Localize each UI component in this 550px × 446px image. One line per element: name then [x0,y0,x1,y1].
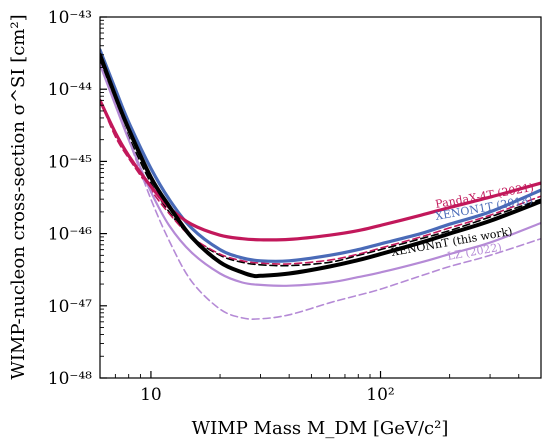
y-tick-label: 10⁻⁴⁷ [48,297,92,317]
y-tick-label: 10⁻⁴⁵ [48,152,92,172]
y-tick-label: 10⁻⁴⁸ [48,369,92,389]
series-label-layer: PandaX-4T (2021)XENON1T (2018)XENONnT (t… [390,181,534,263]
xenonnt-this-work-curve [100,52,541,279]
y-axis-label: WIMP-nucleon cross-section σ^SI [cm²] [8,14,29,379]
x-tick-label: 10² [366,385,394,405]
y-tick-label: 10⁻⁴⁴ [48,80,92,100]
x-tick-label: 10 [140,385,162,405]
xenon1t-2018-curve [100,48,541,263]
pandax-4t-2021-curve [100,98,541,242]
y-tick-label: 10⁻⁴³ [48,8,92,28]
tick-layer: 10⁻⁴⁸ 10⁻⁴⁷ 10⁻⁴⁶ 10⁻⁴⁵ 10⁻⁴⁴ 10⁻⁴³ 10 10² [48,8,520,405]
x-axis-label: WIMP Mass M_DM [GeV/c²] [192,418,449,439]
y-tick-label: 10⁻⁴⁶ [48,225,92,245]
series-layer [100,48,541,320]
plot-frame [99,16,542,379]
projection-5-curve [100,59,541,267]
projection-3-curve [100,54,541,320]
plot-area [100,17,541,378]
